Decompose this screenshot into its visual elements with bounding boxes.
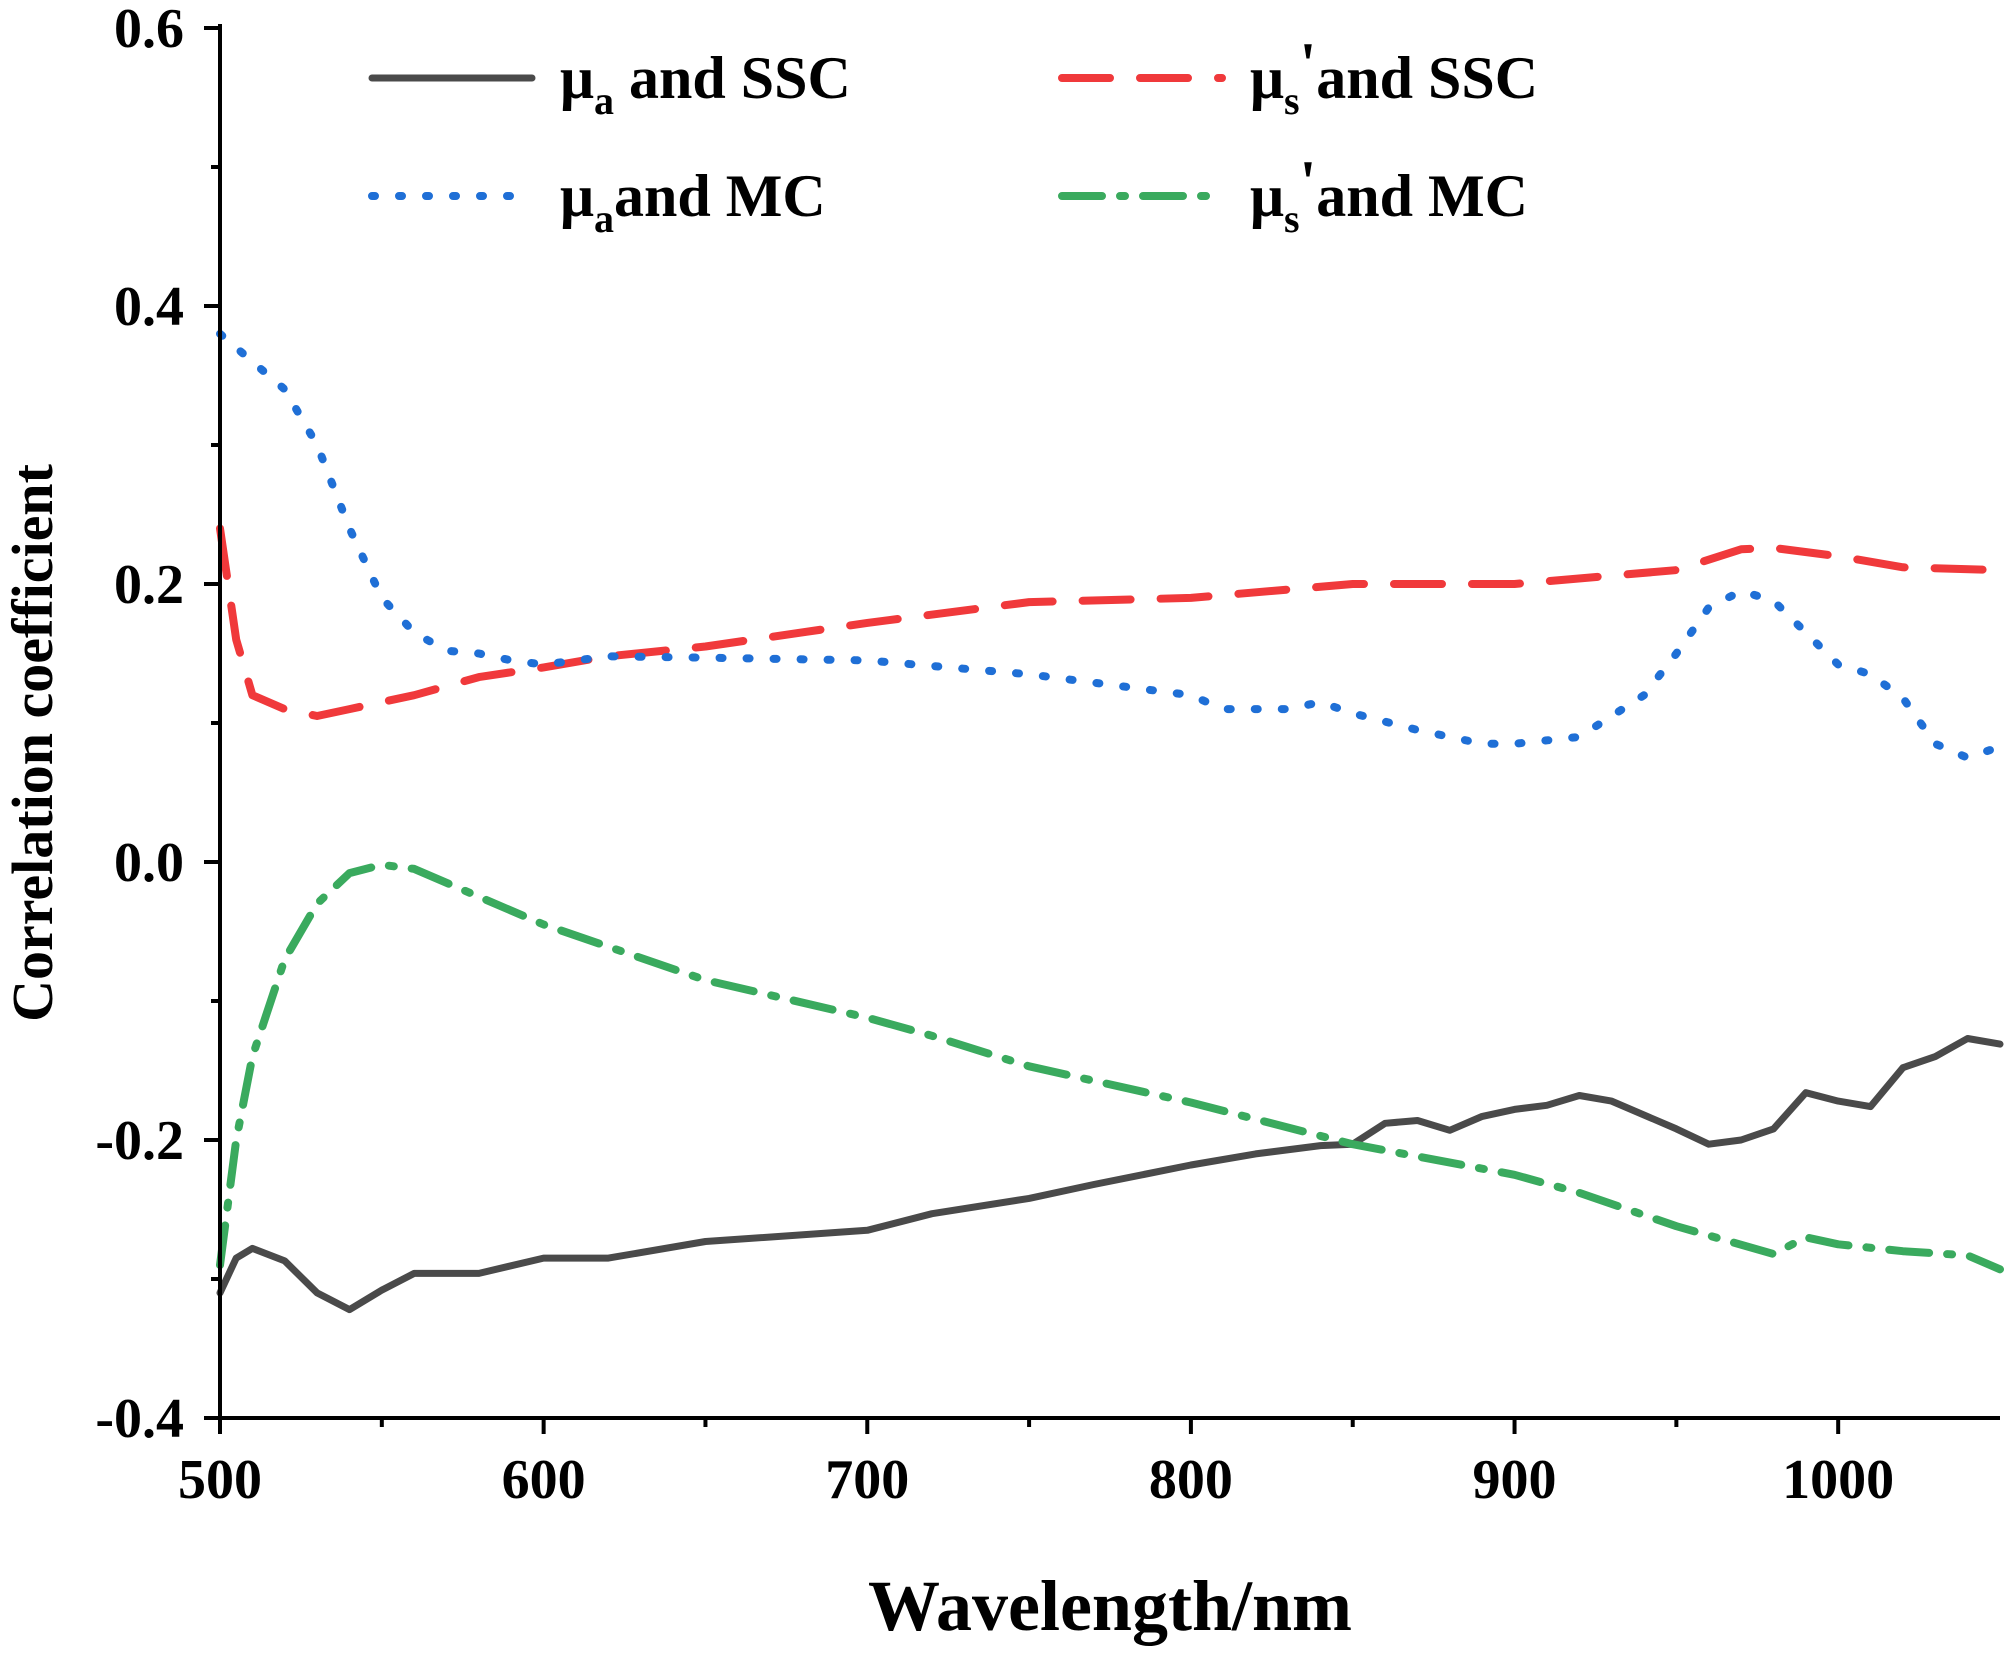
x-tick-label: 600 xyxy=(502,1449,586,1511)
y-axis: -0.4 -0.2 0.0 0.2 0.4 0.6 xyxy=(95,0,222,1450)
legend-label: μs'and SSC xyxy=(1250,31,1538,123)
y-tick-label: 0.2 xyxy=(114,554,184,616)
x-tick-label: 800 xyxy=(1149,1449,1233,1511)
y-tick-label: -0.4 xyxy=(95,1388,184,1450)
series-line-4 xyxy=(216,860,2004,1274)
x-axis: 500 600 700 800 900 1000 xyxy=(178,1416,2000,1511)
x-tick-label: 1000 xyxy=(1782,1449,1894,1511)
y-axis-title: Correlation coefficient xyxy=(0,463,65,1021)
legend-label: μaand MC xyxy=(560,163,826,241)
x-tick-label: 700 xyxy=(825,1449,909,1511)
legend: μa and SSC μs'and SSC μaand MC μs'and MC xyxy=(368,31,1538,241)
y-tick-label: 0.4 xyxy=(114,276,184,338)
y-tick-label: -0.2 xyxy=(95,1110,184,1172)
series-line-3 xyxy=(216,329,2004,762)
legend-item-3: μaand MC xyxy=(368,163,826,241)
x-tick-label: 500 xyxy=(178,1449,262,1511)
plot-area xyxy=(216,329,2004,1314)
y-tick-label: 0.0 xyxy=(114,832,184,894)
series-line-2 xyxy=(216,524,2004,720)
x-axis-title: Wavelength/nm xyxy=(868,1566,1352,1646)
series-line-1 xyxy=(216,1035,2004,1314)
x-tick-label: 900 xyxy=(1473,1449,1557,1511)
legend-item-2: μs'and SSC xyxy=(1058,31,1538,123)
legend-item-4: μs'and MC xyxy=(1058,149,1528,241)
legend-item-1: μa and SSC xyxy=(368,45,851,123)
legend-label: μa and SSC xyxy=(560,45,851,123)
y-tick-label: 0.6 xyxy=(114,0,184,60)
legend-label: μs'and MC xyxy=(1250,149,1528,241)
